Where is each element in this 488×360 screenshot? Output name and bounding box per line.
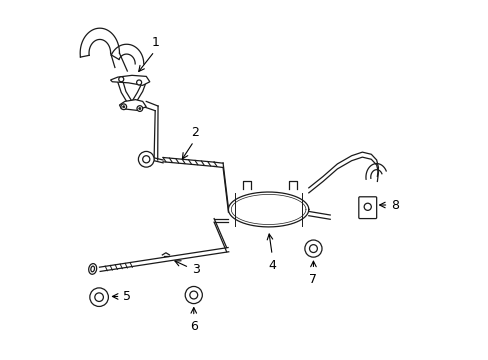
Text: 5: 5 xyxy=(123,290,131,303)
Circle shape xyxy=(304,240,322,257)
FancyBboxPatch shape xyxy=(358,197,376,219)
Circle shape xyxy=(185,287,202,303)
Text: 4: 4 xyxy=(268,259,276,272)
Circle shape xyxy=(139,108,141,110)
Text: 7: 7 xyxy=(309,273,317,286)
Circle shape xyxy=(309,245,317,252)
Text: 6: 6 xyxy=(189,320,197,333)
Ellipse shape xyxy=(88,264,97,274)
Text: 3: 3 xyxy=(191,263,199,276)
Circle shape xyxy=(90,288,108,306)
Polygon shape xyxy=(110,75,149,85)
Text: 8: 8 xyxy=(390,198,398,212)
Circle shape xyxy=(137,106,142,111)
Text: 2: 2 xyxy=(191,126,199,139)
Circle shape xyxy=(122,106,124,108)
Circle shape xyxy=(95,293,103,301)
Polygon shape xyxy=(119,100,146,111)
Circle shape xyxy=(142,156,149,163)
Text: 1: 1 xyxy=(152,36,160,49)
Circle shape xyxy=(138,152,154,167)
Circle shape xyxy=(119,77,123,82)
Ellipse shape xyxy=(91,266,94,272)
Circle shape xyxy=(364,203,370,210)
Circle shape xyxy=(189,291,197,299)
Circle shape xyxy=(136,80,142,85)
Circle shape xyxy=(121,104,126,110)
